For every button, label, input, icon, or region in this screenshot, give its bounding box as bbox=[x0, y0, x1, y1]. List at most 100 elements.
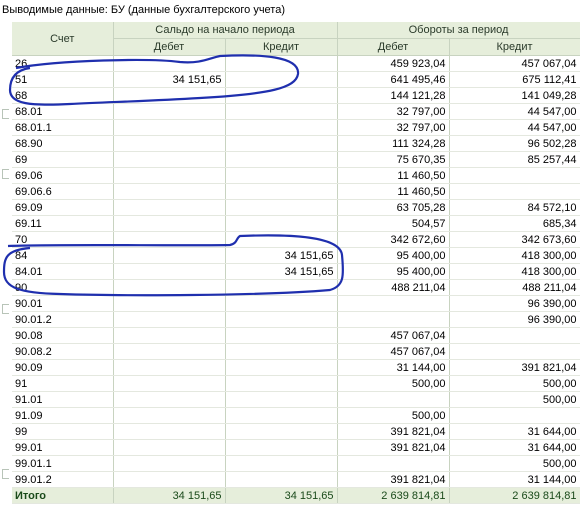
table-row[interactable]: 26 459 923,04 457 067,04 bbox=[12, 55, 580, 72]
turnover-debit-cell: 11 460,50 bbox=[337, 183, 450, 200]
opening-debit-cell bbox=[113, 391, 226, 408]
turnover-debit-cell bbox=[337, 391, 450, 408]
header-turnover-debit[interactable]: Дебет bbox=[337, 38, 450, 56]
opening-credit-cell bbox=[225, 295, 338, 312]
turnover-debit-cell: 459 923,04 bbox=[337, 55, 450, 72]
table-row[interactable]: 99 391 821,04 31 644,00 bbox=[12, 423, 580, 440]
turnover-credit-cell: 31 644,00 bbox=[449, 439, 580, 456]
total-turnover-debit: 2 639 814,81 bbox=[337, 487, 450, 504]
account-cell: 99.01.2 bbox=[12, 471, 114, 488]
table-row[interactable]: 90.08 457 067,04 bbox=[12, 327, 580, 344]
table-row[interactable]: 69.11 504,57 685,34 bbox=[12, 215, 580, 232]
table-row[interactable]: 84 34 151,65 95 400,00 418 300,00 bbox=[12, 247, 580, 264]
opening-debit-cell bbox=[113, 135, 226, 152]
opening-credit-cell bbox=[225, 119, 338, 136]
total-row[interactable]: Итого 34 151,65 34 151,65 2 639 814,81 2… bbox=[12, 487, 580, 504]
group-collapse-marker[interactable] bbox=[2, 169, 9, 179]
header-opening-credit[interactable]: Кредит bbox=[225, 38, 338, 56]
table-row[interactable]: 84.01 34 151,65 95 400,00 418 300,00 bbox=[12, 263, 580, 280]
opening-debit-cell bbox=[113, 215, 226, 232]
account-cell: 99 bbox=[12, 423, 114, 440]
turnover-debit-cell bbox=[337, 455, 450, 472]
table-row[interactable]: 68.01.1 32 797,00 44 547,00 bbox=[12, 119, 580, 136]
table-row[interactable]: 90.08.2 457 067,04 bbox=[12, 343, 580, 360]
account-cell: 84.01 bbox=[12, 263, 114, 280]
table-row[interactable]: 99.01 391 821,04 31 644,00 bbox=[12, 439, 580, 456]
table-row[interactable]: 90.09 31 144,00 391 821,04 bbox=[12, 359, 580, 376]
account-cell: 69.09 bbox=[12, 199, 114, 216]
turnover-credit-cell bbox=[449, 407, 580, 424]
turnover-debit-cell: 391 821,04 bbox=[337, 439, 450, 456]
header-turnover[interactable]: Обороты за период bbox=[337, 22, 580, 39]
opening-credit-cell bbox=[225, 391, 338, 408]
turnover-credit-cell: 500,00 bbox=[449, 391, 580, 408]
table-row[interactable]: 69.06.6 11 460,50 bbox=[12, 183, 580, 200]
turnover-debit-cell: 63 705,28 bbox=[337, 199, 450, 216]
turnover-credit-cell: 675 112,41 bbox=[449, 71, 580, 88]
table-row[interactable]: 68.90 111 324,28 96 502,28 bbox=[12, 135, 580, 152]
table-row[interactable]: 68 144 121,28 141 049,28 bbox=[12, 87, 580, 104]
turnover-debit-cell: 32 797,00 bbox=[337, 119, 450, 136]
opening-credit-cell bbox=[225, 199, 338, 216]
opening-credit-cell bbox=[225, 71, 338, 88]
account-cell: 90.08.2 bbox=[12, 343, 114, 360]
account-cell: 51 bbox=[12, 71, 114, 88]
table-row[interactable]: 90.01.2 96 390,00 bbox=[12, 311, 580, 328]
table-row[interactable]: 99.01.1 500,00 bbox=[12, 455, 580, 472]
turnover-debit-cell: 391 821,04 bbox=[337, 471, 450, 488]
table-row[interactable]: 91 500,00 500,00 bbox=[12, 375, 580, 392]
opening-debit-cell bbox=[113, 327, 226, 344]
turnover-credit-cell: 84 572,10 bbox=[449, 199, 580, 216]
turnover-credit-cell bbox=[449, 327, 580, 344]
opening-credit-cell bbox=[225, 471, 338, 488]
turnover-credit-cell: 500,00 bbox=[449, 455, 580, 472]
table-row[interactable]: 51 34 151,65 641 495,46 675 112,41 bbox=[12, 71, 580, 88]
table-row[interactable]: 91.01 500,00 bbox=[12, 391, 580, 408]
group-collapse-marker[interactable] bbox=[2, 469, 9, 479]
opening-debit-cell bbox=[113, 87, 226, 104]
opening-credit-cell bbox=[225, 359, 338, 376]
opening-credit-cell bbox=[225, 215, 338, 232]
turnover-credit-cell: 96 390,00 bbox=[449, 295, 580, 312]
table-row[interactable]: 69.06 11 460,50 bbox=[12, 167, 580, 184]
table-row[interactable]: 99.01.2 391 821,04 31 144,00 bbox=[12, 471, 580, 488]
header-account[interactable]: Счет bbox=[12, 22, 114, 56]
table-row[interactable]: 70 342 672,60 342 673,60 bbox=[12, 231, 580, 248]
total-turnover-credit: 2 639 814,81 bbox=[449, 487, 580, 504]
opening-credit-cell bbox=[225, 407, 338, 424]
total-opening-credit: 34 151,65 bbox=[225, 487, 338, 504]
opening-debit-cell bbox=[113, 375, 226, 392]
opening-debit-cell bbox=[113, 311, 226, 328]
opening-debit-cell bbox=[113, 247, 226, 264]
account-cell: 84 bbox=[12, 247, 114, 264]
header-turnover-credit[interactable]: Кредит bbox=[449, 38, 580, 56]
total-opening-debit: 34 151,65 bbox=[113, 487, 226, 504]
opening-credit-cell bbox=[225, 167, 338, 184]
turnover-credit-cell: 44 547,00 bbox=[449, 119, 580, 136]
group-collapse-marker[interactable] bbox=[2, 109, 9, 119]
group-collapse-marker[interactable] bbox=[2, 304, 9, 314]
opening-credit-cell bbox=[225, 135, 338, 152]
account-cell: 68 bbox=[12, 87, 114, 104]
table-row[interactable]: 90.01 96 390,00 bbox=[12, 295, 580, 312]
header-opening-balance[interactable]: Сальдо на начало периода bbox=[113, 22, 338, 39]
turnover-debit-cell: 641 495,46 bbox=[337, 71, 450, 88]
opening-credit-cell bbox=[225, 375, 338, 392]
turnover-debit-cell: 144 121,28 bbox=[337, 87, 450, 104]
table-row[interactable]: 69 75 670,35 85 257,44 bbox=[12, 151, 580, 168]
opening-credit-cell bbox=[225, 343, 338, 360]
turnover-credit-cell: 500,00 bbox=[449, 375, 580, 392]
table-row[interactable]: 69.09 63 705,28 84 572,10 bbox=[12, 199, 580, 216]
opening-debit-cell bbox=[113, 423, 226, 440]
header-opening-debit[interactable]: Дебет bbox=[113, 38, 226, 56]
opening-credit-cell bbox=[225, 103, 338, 120]
turnover-credit-cell: 488 211,04 bbox=[449, 279, 580, 296]
table-row[interactable]: 68.01 32 797,00 44 547,00 bbox=[12, 103, 580, 120]
opening-credit-cell bbox=[225, 311, 338, 328]
table-row[interactable]: 91.09 500,00 bbox=[12, 407, 580, 424]
turnover-debit-cell: 488 211,04 bbox=[337, 279, 450, 296]
account-cell: 90.01.2 bbox=[12, 311, 114, 328]
turnover-debit-cell: 95 400,00 bbox=[337, 247, 450, 264]
table-row[interactable]: 90 488 211,04 488 211,04 bbox=[12, 279, 580, 296]
turnover-debit-cell: 457 067,04 bbox=[337, 343, 450, 360]
